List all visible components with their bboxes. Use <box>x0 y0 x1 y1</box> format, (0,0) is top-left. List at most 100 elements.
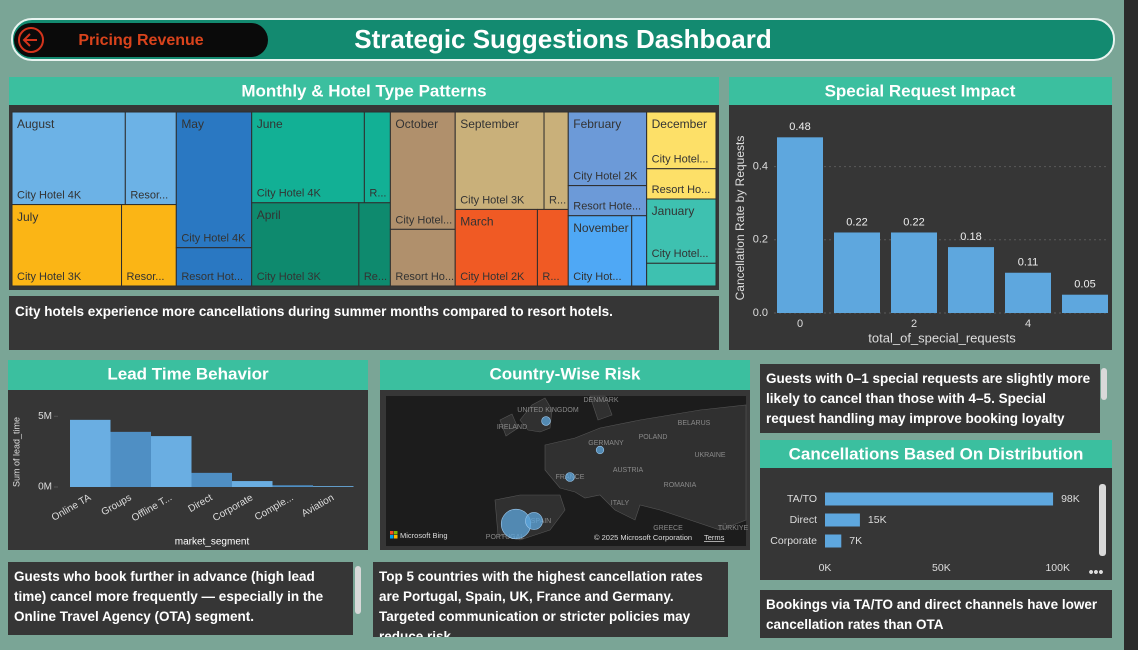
x-tick-label: 0K <box>819 562 832 574</box>
more-options[interactable]: ••• <box>1089 564 1104 580</box>
map-bubble <box>541 416 551 426</box>
tile-label: City Hotel... <box>395 214 452 226</box>
land-shape <box>589 395 613 421</box>
x-tick-label: 2 <box>911 318 917 330</box>
map-label: IRELAND <box>497 424 527 431</box>
back-icon[interactable] <box>18 27 44 53</box>
bing-logo <box>390 535 394 539</box>
group-label: November <box>573 221 628 235</box>
treemap-tile <box>389 111 456 230</box>
map-label: ITALY <box>611 500 630 507</box>
bing-logo <box>394 531 398 535</box>
tile-label: City Hot... <box>573 271 621 283</box>
group-label: October <box>395 117 438 131</box>
panel-title: Country-Wise Risk <box>490 364 642 383</box>
dashboard-title: Strategic Suggestions Dashboard <box>354 24 772 54</box>
tile-label: Resor... <box>130 189 168 201</box>
group-label: April <box>257 208 281 222</box>
group-label: July <box>17 210 38 224</box>
header-bar <box>11 18 1115 61</box>
tile-label: Resort Ho... <box>395 271 454 283</box>
group-label: February <box>573 117 621 131</box>
bing-logo <box>394 535 398 539</box>
value-label: 0.05 <box>1074 279 1095 291</box>
tile-label: City Hotel... <box>652 248 709 260</box>
treemap-tile <box>646 111 717 170</box>
panel-header <box>8 360 368 390</box>
group-label: March <box>460 215 493 229</box>
area-segment <box>191 472 232 487</box>
treemap-tile <box>631 215 648 287</box>
area-segment <box>110 431 151 487</box>
nav-button[interactable] <box>14 23 268 57</box>
group-label: December <box>652 117 707 131</box>
tile-label: City Hotel 4K <box>257 188 322 200</box>
treemap-tile <box>454 111 545 210</box>
scrollbar[interactable] <box>1101 368 1107 400</box>
tile-label: R... <box>369 188 386 200</box>
tile-label: City Hotel 3K <box>17 271 82 283</box>
map-bubble <box>565 472 575 482</box>
treemap-tile <box>121 204 177 287</box>
treemap-tile <box>646 198 717 264</box>
tile-label: Resort Hot... <box>181 271 243 283</box>
map-label: BELARUS <box>678 420 711 427</box>
bar <box>948 247 994 313</box>
panel-title: Monthly & Hotel Type Patterns <box>241 81 486 100</box>
treemap-tile <box>646 262 717 287</box>
bar <box>825 513 860 527</box>
treemap-tile <box>11 111 126 206</box>
value-label: 15K <box>868 514 887 526</box>
treemap-tile <box>454 208 538 287</box>
value-label: 0.18 <box>960 231 981 243</box>
map-copyright: © 2025 Microsoft Corporation <box>594 533 692 542</box>
panel-title: Lead Time Behavior <box>107 364 269 383</box>
insight-note: Guests who book further in advance (high… <box>8 562 353 635</box>
scrollbar[interactable] <box>1099 484 1106 556</box>
y-tick-label: 0M <box>38 482 52 493</box>
y-axis-title: Sum of lead_time <box>11 417 21 487</box>
scrollbar[interactable] <box>355 566 361 614</box>
value-label: 98K <box>1061 493 1080 505</box>
map-label: UNITED KINGDOM <box>517 407 579 414</box>
panel-title: Special Request Impact <box>825 81 1016 100</box>
tile-label: City Hotel... <box>652 154 709 166</box>
group-label: August <box>17 117 55 131</box>
tile-label: City Hotel 4K <box>17 189 82 201</box>
category-label: TA/TO <box>787 493 817 505</box>
map-bubble <box>595 445 605 455</box>
land-shape <box>544 404 747 531</box>
map-label: UKRAINE <box>694 452 725 459</box>
area-segment <box>151 436 192 487</box>
group-label: September <box>460 117 519 131</box>
insight-note: Bookings via TA/TO and direct channels h… <box>760 590 1112 638</box>
value-label: 0.48 <box>789 121 810 133</box>
treemap-tile <box>251 202 360 287</box>
bar <box>825 492 1054 506</box>
bar <box>825 534 842 548</box>
value-label: 0.22 <box>846 216 867 228</box>
treemap-tile <box>175 247 253 287</box>
tile-label: City Hotel 3K <box>257 271 322 283</box>
nav-button-label[interactable]: Pricing Revenue <box>78 32 203 49</box>
value-label: 0.11 <box>1018 257 1039 269</box>
insight-note: Top 5 countries with the highest cancell… <box>373 562 728 637</box>
bar <box>834 232 880 313</box>
map-label: GREECE <box>653 525 683 532</box>
treemap-tile <box>175 111 253 249</box>
treemap-tile <box>11 204 123 287</box>
land-shape <box>499 413 519 437</box>
area-segment <box>272 485 313 487</box>
map-label: PORTUGAL <box>486 534 524 541</box>
tile-label: City Hotel 2K <box>573 171 638 183</box>
panel-header <box>9 77 719 105</box>
panel-header <box>760 440 1112 468</box>
area-segment <box>70 419 111 487</box>
group-label: January <box>652 204 695 218</box>
value-label: 7K <box>849 535 862 547</box>
tile-label: R... <box>542 271 559 283</box>
map-terms[interactable]: Terms <box>704 533 725 542</box>
bing-logo <box>390 531 394 535</box>
